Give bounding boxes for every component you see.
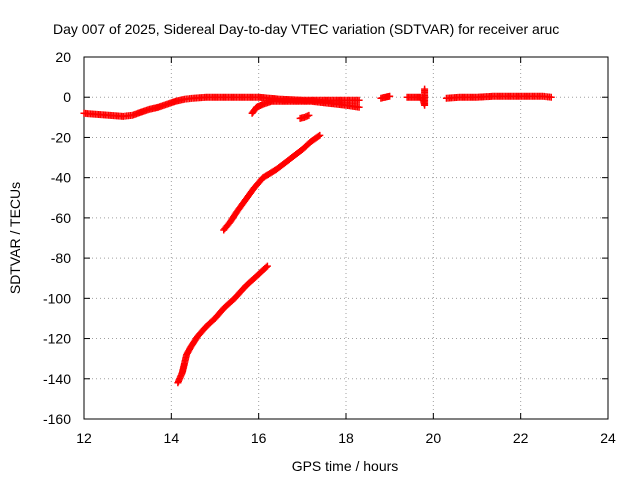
y-tick-label: -20 xyxy=(51,129,71,145)
data-point xyxy=(305,111,313,119)
x-tick-label: 24 xyxy=(600,430,616,446)
data-point xyxy=(386,92,394,100)
y-axis-label: SDTVAR / TECUs xyxy=(7,182,23,294)
grid-lines xyxy=(84,57,608,419)
y-tick-label: -100 xyxy=(43,290,71,306)
y-tick-label: 20 xyxy=(55,49,71,65)
y-tick-label: -40 xyxy=(51,170,71,186)
data-point xyxy=(547,93,555,101)
x-axis-label: GPS time / hours xyxy=(292,458,399,474)
x-tick-label: 14 xyxy=(164,430,180,446)
x-tick-label: 16 xyxy=(251,430,267,446)
y-tick-label: -120 xyxy=(43,331,71,347)
data-point xyxy=(315,132,323,140)
data-point xyxy=(316,131,324,139)
x-tick-label: 20 xyxy=(426,430,442,446)
axis-ticks: 12 14 16 18 20 22 24 20 0 -20 -40 -60 -80 -100 -120 -14… xyxy=(43,49,616,446)
series xyxy=(296,111,313,122)
data-point xyxy=(263,262,271,270)
series xyxy=(248,97,363,117)
series xyxy=(220,131,324,234)
x-tick-label: 18 xyxy=(338,430,354,446)
x-tick-label: 22 xyxy=(513,430,529,446)
y-tick-label: 0 xyxy=(63,89,71,105)
y-tick-label: -80 xyxy=(51,250,71,266)
series xyxy=(403,85,429,109)
x-tick-label: 12 xyxy=(76,430,92,446)
data-point xyxy=(421,85,429,93)
y-tick-label: -160 xyxy=(43,411,71,427)
y-tick-label: -60 xyxy=(51,210,71,226)
chart-title: Day 007 of 2025, Sidereal Day-to-day VTE… xyxy=(53,21,559,37)
data-point xyxy=(355,103,363,111)
data-point xyxy=(355,96,363,104)
series xyxy=(442,92,555,102)
data-points xyxy=(80,85,555,387)
data-point xyxy=(262,263,270,271)
series xyxy=(377,92,394,102)
y-tick-label: -140 xyxy=(43,371,71,387)
series xyxy=(174,262,271,387)
